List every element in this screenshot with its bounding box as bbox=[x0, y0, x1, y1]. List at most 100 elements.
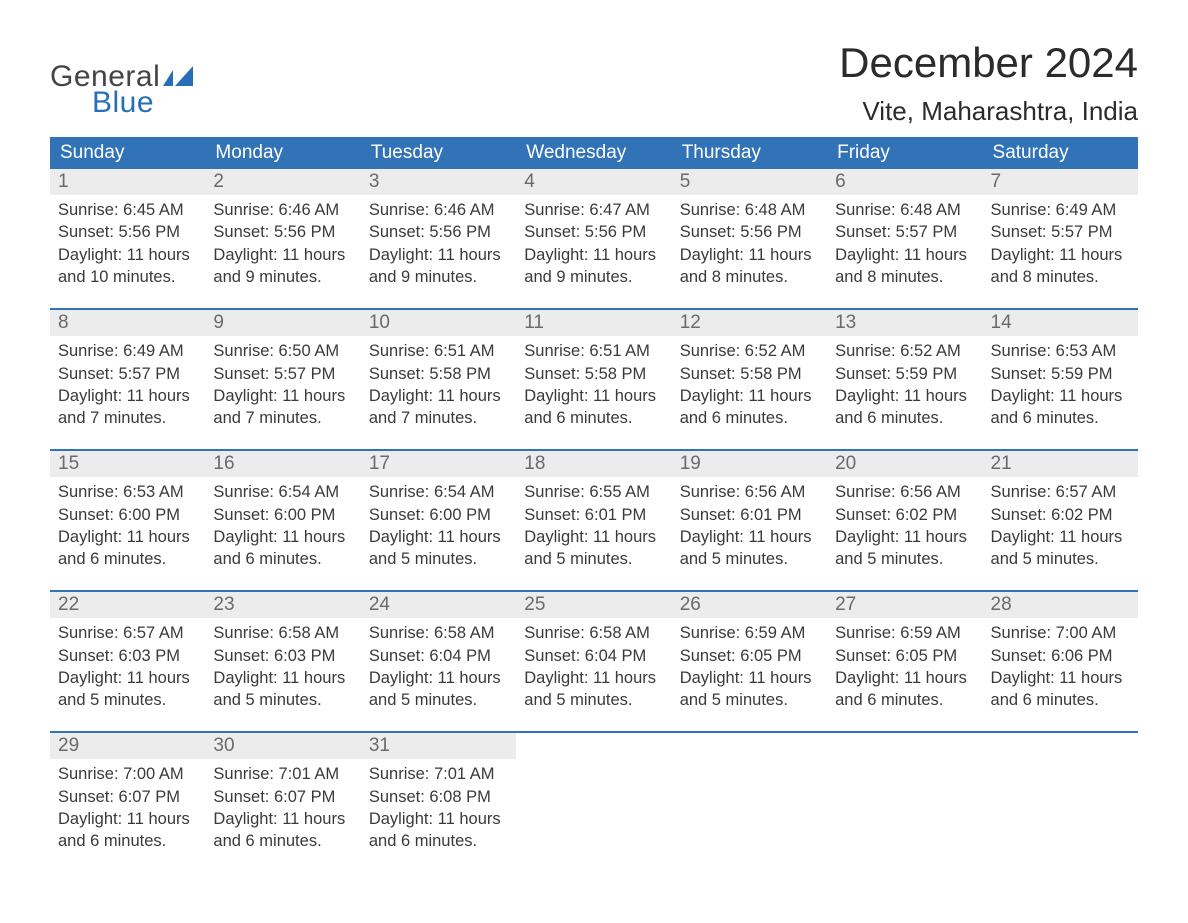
day-detail-cell: Sunrise: 6:45 AMSunset: 5:56 PMDaylight:… bbox=[50, 195, 205, 308]
sunrise-text: Sunrise: 6:53 AM bbox=[58, 481, 197, 503]
day-detail-cell: Sunrise: 6:57 AMSunset: 6:02 PMDaylight:… bbox=[983, 477, 1138, 590]
sunrise-text: Sunrise: 6:52 AM bbox=[835, 340, 974, 362]
weekday-header: Monday bbox=[205, 137, 360, 169]
sunrise-text: Sunrise: 7:00 AM bbox=[991, 622, 1130, 644]
day-detail-cell: Sunrise: 6:48 AMSunset: 5:56 PMDaylight:… bbox=[672, 195, 827, 308]
day-number-cell: 30 bbox=[205, 733, 360, 759]
day-detail-cell: Sunrise: 6:51 AMSunset: 5:58 PMDaylight:… bbox=[516, 336, 671, 449]
day-number-cell: 22 bbox=[50, 592, 205, 618]
day-detail-cell: Sunrise: 6:52 AMSunset: 5:58 PMDaylight:… bbox=[672, 336, 827, 449]
sunset-text: Sunset: 5:57 PM bbox=[835, 221, 974, 243]
day-detail-cell bbox=[983, 759, 1138, 872]
daylight-line2: and 5 minutes. bbox=[524, 548, 663, 570]
sunrise-text: Sunrise: 6:48 AM bbox=[835, 199, 974, 221]
sunrise-text: Sunrise: 6:57 AM bbox=[58, 622, 197, 644]
title-block: December 2024 Vite, Maharashtra, India bbox=[839, 40, 1138, 127]
daylight-line1: Daylight: 11 hours bbox=[213, 808, 352, 830]
sunset-text: Sunset: 6:07 PM bbox=[58, 786, 197, 808]
day-number-cell: 7 bbox=[983, 169, 1138, 195]
sunset-text: Sunset: 5:58 PM bbox=[524, 363, 663, 385]
day-detail-cell: Sunrise: 6:48 AMSunset: 5:57 PMDaylight:… bbox=[827, 195, 982, 308]
day-number-cell: 14 bbox=[983, 310, 1138, 336]
day-number-cell: 4 bbox=[516, 169, 671, 195]
daylight-line2: and 5 minutes. bbox=[991, 548, 1130, 570]
weekday-header: Friday bbox=[827, 137, 982, 169]
sunset-text: Sunset: 6:00 PM bbox=[58, 504, 197, 526]
sunset-text: Sunset: 5:58 PM bbox=[369, 363, 508, 385]
sunrise-text: Sunrise: 6:51 AM bbox=[524, 340, 663, 362]
sunrise-text: Sunrise: 6:49 AM bbox=[991, 199, 1130, 221]
daylight-line1: Daylight: 11 hours bbox=[680, 244, 819, 266]
month-title: December 2024 bbox=[839, 40, 1138, 86]
day-detail-cell: Sunrise: 6:51 AMSunset: 5:58 PMDaylight:… bbox=[361, 336, 516, 449]
day-number-cell: 11 bbox=[516, 310, 671, 336]
weekday-header: Thursday bbox=[672, 137, 827, 169]
day-number-cell: 8 bbox=[50, 310, 205, 336]
day-detail-cell: Sunrise: 6:57 AMSunset: 6:03 PMDaylight:… bbox=[50, 618, 205, 731]
day-detail-cell: Sunrise: 6:55 AMSunset: 6:01 PMDaylight:… bbox=[516, 477, 671, 590]
daylight-line1: Daylight: 11 hours bbox=[213, 667, 352, 689]
daylight-line2: and 6 minutes. bbox=[58, 830, 197, 852]
sunset-text: Sunset: 5:59 PM bbox=[835, 363, 974, 385]
daylight-line2: and 6 minutes. bbox=[835, 407, 974, 429]
day-detail-cell: Sunrise: 6:53 AMSunset: 5:59 PMDaylight:… bbox=[983, 336, 1138, 449]
day-number-cell: 3 bbox=[361, 169, 516, 195]
header: General Blue December 2024 Vite, Maharas… bbox=[50, 40, 1138, 127]
sunset-text: Sunset: 6:06 PM bbox=[991, 645, 1130, 667]
day-number-cell: 12 bbox=[672, 310, 827, 336]
daylight-line2: and 9 minutes. bbox=[213, 266, 352, 288]
sunrise-text: Sunrise: 6:51 AM bbox=[369, 340, 508, 362]
daylight-line1: Daylight: 11 hours bbox=[58, 667, 197, 689]
daylight-line2: and 5 minutes. bbox=[58, 689, 197, 711]
logo-text-blue: Blue bbox=[92, 86, 154, 120]
sunrise-text: Sunrise: 7:01 AM bbox=[369, 763, 508, 785]
day-detail-cell: Sunrise: 6:46 AMSunset: 5:56 PMDaylight:… bbox=[205, 195, 360, 308]
weekday-header: Sunday bbox=[50, 137, 205, 169]
daylight-line2: and 10 minutes. bbox=[58, 266, 197, 288]
daylight-line1: Daylight: 11 hours bbox=[369, 385, 508, 407]
day-number-cell: 17 bbox=[361, 451, 516, 477]
day-number-row: 293031 bbox=[50, 733, 1138, 759]
day-detail-cell: Sunrise: 6:47 AMSunset: 5:56 PMDaylight:… bbox=[516, 195, 671, 308]
daylight-line1: Daylight: 11 hours bbox=[58, 808, 197, 830]
day-detail-row: Sunrise: 6:53 AMSunset: 6:00 PMDaylight:… bbox=[50, 477, 1138, 590]
day-number-cell: 13 bbox=[827, 310, 982, 336]
sunrise-text: Sunrise: 6:56 AM bbox=[835, 481, 974, 503]
daylight-line1: Daylight: 11 hours bbox=[58, 385, 197, 407]
daylight-line1: Daylight: 11 hours bbox=[369, 808, 508, 830]
daylight-line2: and 6 minutes. bbox=[213, 548, 352, 570]
sunset-text: Sunset: 6:01 PM bbox=[680, 504, 819, 526]
day-number-cell: 9 bbox=[205, 310, 360, 336]
sunrise-text: Sunrise: 6:54 AM bbox=[369, 481, 508, 503]
sunrise-text: Sunrise: 6:57 AM bbox=[991, 481, 1130, 503]
sunrise-text: Sunrise: 6:49 AM bbox=[58, 340, 197, 362]
weekday-header: Wednesday bbox=[516, 137, 671, 169]
day-detail-cell: Sunrise: 7:00 AMSunset: 6:07 PMDaylight:… bbox=[50, 759, 205, 872]
day-detail-cell: Sunrise: 6:46 AMSunset: 5:56 PMDaylight:… bbox=[361, 195, 516, 308]
sunset-text: Sunset: 5:56 PM bbox=[213, 221, 352, 243]
sunrise-text: Sunrise: 6:52 AM bbox=[680, 340, 819, 362]
sunset-text: Sunset: 6:00 PM bbox=[213, 504, 352, 526]
daylight-line2: and 8 minutes. bbox=[991, 266, 1130, 288]
sunrise-text: Sunrise: 6:55 AM bbox=[524, 481, 663, 503]
daylight-line2: and 8 minutes. bbox=[835, 266, 974, 288]
daylight-line2: and 8 minutes. bbox=[680, 266, 819, 288]
daylight-line2: and 9 minutes. bbox=[369, 266, 508, 288]
sunrise-text: Sunrise: 6:48 AM bbox=[680, 199, 819, 221]
weekday-header: Saturday bbox=[983, 137, 1138, 169]
sunset-text: Sunset: 6:04 PM bbox=[369, 645, 508, 667]
sunset-text: Sunset: 6:04 PM bbox=[524, 645, 663, 667]
sunset-text: Sunset: 6:05 PM bbox=[680, 645, 819, 667]
location: Vite, Maharashtra, India bbox=[839, 96, 1138, 127]
daylight-line1: Daylight: 11 hours bbox=[835, 385, 974, 407]
day-detail-cell: Sunrise: 6:56 AMSunset: 6:01 PMDaylight:… bbox=[672, 477, 827, 590]
day-number-cell: 26 bbox=[672, 592, 827, 618]
sunset-text: Sunset: 6:03 PM bbox=[58, 645, 197, 667]
day-detail-cell bbox=[672, 759, 827, 872]
sunset-text: Sunset: 5:59 PM bbox=[991, 363, 1130, 385]
day-detail-cell: Sunrise: 6:58 AMSunset: 6:04 PMDaylight:… bbox=[516, 618, 671, 731]
sunset-text: Sunset: 6:02 PM bbox=[835, 504, 974, 526]
sunrise-text: Sunrise: 6:50 AM bbox=[213, 340, 352, 362]
sunset-text: Sunset: 5:57 PM bbox=[58, 363, 197, 385]
day-number-cell: 6 bbox=[827, 169, 982, 195]
